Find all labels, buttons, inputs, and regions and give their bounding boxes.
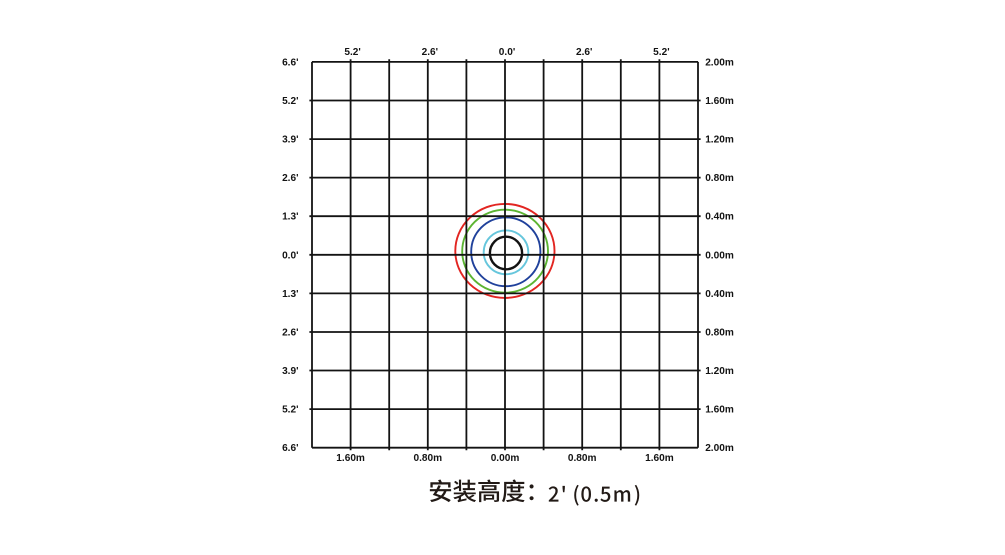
svg-text:0.80m: 0.80m: [705, 173, 734, 184]
svg-text:2.6': 2.6': [422, 47, 438, 58]
svg-text:2.6': 2.6': [576, 47, 592, 58]
svg-text:0.80m: 0.80m: [705, 328, 734, 339]
svg-text:1.3': 1.3': [282, 289, 298, 300]
svg-text:0.00m: 0.00m: [705, 250, 734, 261]
svg-text:0.80m: 0.80m: [568, 453, 597, 464]
svg-text:5.2': 5.2': [282, 96, 298, 107]
svg-text:2.6': 2.6': [282, 328, 298, 339]
svg-text:0.40m: 0.40m: [705, 289, 734, 300]
svg-text:0.00m: 0.00m: [491, 453, 520, 464]
svg-text:1.60m: 1.60m: [645, 453, 674, 464]
svg-text:0.0': 0.0': [282, 250, 298, 261]
svg-text:1.3': 1.3': [282, 212, 298, 223]
svg-text:5.2': 5.2': [282, 405, 298, 416]
svg-text:0.80m: 0.80m: [413, 453, 442, 464]
svg-text:1.60m: 1.60m: [705, 96, 734, 107]
svg-text:5.2': 5.2': [653, 47, 669, 58]
svg-text:6.6': 6.6': [282, 443, 298, 454]
svg-text:1.20m: 1.20m: [705, 135, 734, 146]
svg-text:2.00m: 2.00m: [705, 57, 734, 68]
svg-text:2.6': 2.6': [282, 173, 298, 184]
svg-text:6.6': 6.6': [282, 57, 298, 68]
svg-text:3.9': 3.9': [282, 135, 298, 146]
svg-text:1.60m: 1.60m: [336, 453, 365, 464]
svg-text:1.60m: 1.60m: [705, 405, 734, 416]
svg-text:5.2': 5.2': [344, 47, 360, 58]
svg-text:0.0': 0.0': [499, 47, 515, 58]
svg-text:2.00m: 2.00m: [705, 443, 734, 454]
svg-text:3.9': 3.9': [282, 366, 298, 377]
svg-text:1.20m: 1.20m: [705, 366, 734, 377]
svg-text:0.40m: 0.40m: [705, 212, 734, 223]
